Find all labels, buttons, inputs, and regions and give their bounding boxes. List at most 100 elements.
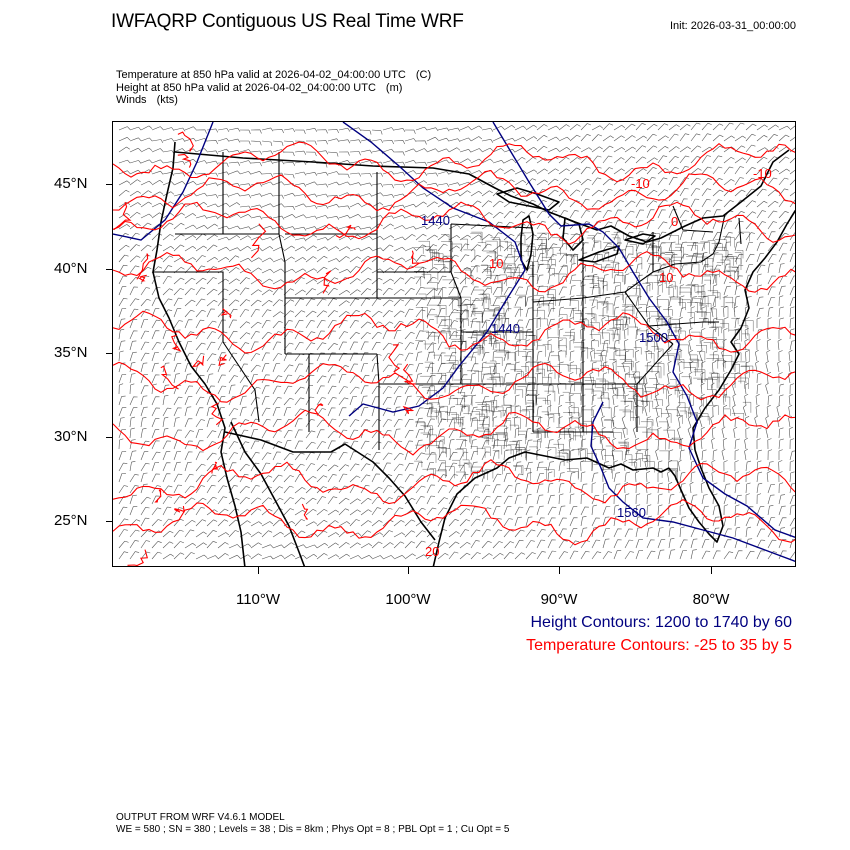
- lon-tick: [711, 567, 712, 574]
- temperature-contour-label: -10: [631, 176, 650, 191]
- lat-label: 35°N: [54, 344, 88, 361]
- model-info-footer: OUTPUT FROM WRF V4.6.1 MODEL WE = 580 ; …: [116, 812, 509, 836]
- mexico-border: [224, 431, 436, 541]
- map-canvas: 1440 1440 1500 1560 -10 -10 0 10 10 20: [113, 122, 795, 566]
- height-contour-label: 1560: [617, 505, 646, 520]
- lat-label: 45°N: [54, 175, 88, 192]
- temperature-contour: [113, 201, 795, 245]
- florida-coast: [668, 449, 724, 543]
- height-contour-label: 1440: [421, 213, 450, 228]
- lon-label: 80°W: [692, 591, 730, 608]
- lon-tick: [408, 567, 409, 574]
- temperature-contour: [220, 308, 232, 319]
- lon-tick: [559, 567, 560, 574]
- temperature-contour: [127, 549, 149, 566]
- field-unit: (C): [415, 69, 432, 81]
- lat-tick: [106, 437, 112, 438]
- temperature-contour: [113, 459, 795, 505]
- field-labels: Temperature at 850 hPa valid at 2026-04-…: [116, 69, 431, 107]
- temperature-contours: [113, 131, 795, 566]
- field-unit: (kts): [156, 94, 178, 106]
- temperature-contour: [113, 201, 132, 231]
- footer-line: OUTPUT FROM WRF V4.6.1 MODEL: [116, 812, 285, 823]
- temperature-field-label: Temperature at 850 hPa valid at 2026-04-…: [116, 69, 431, 82]
- temperature-contour: [210, 402, 224, 426]
- init-time: Init: 2026-03-31_00:00:00: [670, 20, 796, 32]
- temperature-contour: [113, 141, 795, 183]
- height-contour-1440: [113, 122, 214, 241]
- temperature-contour: [250, 223, 267, 259]
- lat-tick: [106, 184, 112, 185]
- county-lines: [414, 231, 754, 481]
- plot-title: IWFAQRP Contiguous US Real Time WRF: [111, 11, 464, 32]
- lon-label: 90°W: [540, 591, 578, 608]
- canada-border: [174, 149, 790, 243]
- temperature-contour: [113, 310, 795, 354]
- height-contour-1440: [342, 122, 526, 417]
- map-plot-area: 1440 1440 1500 1560 -10 -10 0 10 10 20: [112, 121, 796, 567]
- lake-erie: [578, 245, 620, 263]
- temperature-contour-label: 10: [659, 270, 673, 285]
- temperature-contour: [211, 461, 219, 474]
- temperature-contour: [154, 489, 162, 503]
- temperature-contour: [177, 153, 192, 168]
- lake-huron: [562, 217, 584, 251]
- temperature-contour: [136, 253, 149, 280]
- height-contour-label: 1500: [639, 330, 668, 345]
- field-text: Temperature at 850 hPa valid at 2026-04-…: [116, 69, 406, 81]
- wind-barbs: [118, 122, 795, 560]
- coastline-and-borders: [152, 141, 795, 566]
- temperature-contour: [113, 170, 795, 212]
- temperature-contour: [113, 498, 795, 546]
- temperature-contour-label: 0: [671, 214, 678, 229]
- pacific-coastline: [152, 141, 246, 566]
- temperature-contour: [322, 270, 332, 294]
- lon-label: 110°W: [235, 591, 281, 608]
- temperature-contour-label: 20: [425, 544, 439, 559]
- temperature-contour: [410, 250, 419, 264]
- wind-barb-field: [118, 122, 795, 560]
- lat-tick: [106, 269, 112, 270]
- field-text: Height at 850 hPa valid at 2026-04-02_04…: [116, 81, 376, 94]
- temperature-contour: [314, 403, 324, 416]
- gulf-of-california-coast: [230, 421, 306, 566]
- county-boundaries: [414, 231, 754, 481]
- height-contour-1500: [492, 122, 795, 539]
- temperature-contour: [113, 409, 795, 456]
- temperature-contour: [177, 131, 194, 152]
- state-boundaries: [153, 152, 742, 450]
- lon-label: 100°W: [385, 591, 431, 608]
- footer-line: WE = 580 ; SN = 380 ; Levels = 38 ; Dis …: [116, 824, 510, 835]
- temperature-contour-label: 10: [489, 256, 503, 271]
- lat-tick: [106, 353, 112, 354]
- height-field-label: Height at 850 hPa valid at 2026-04-02_04…: [116, 82, 431, 95]
- temperature-contour: [160, 365, 179, 390]
- temperature-contour: [113, 361, 795, 403]
- temperature-contour: [388, 344, 401, 373]
- temperature-contour: [402, 363, 416, 385]
- lake-superior: [496, 187, 560, 211]
- lat-label: 30°N: [54, 428, 88, 445]
- lat-tick: [106, 521, 112, 522]
- temperature-contour: [335, 224, 356, 239]
- atlantic-coastline: [692, 209, 795, 451]
- temperature-contour: [402, 405, 415, 415]
- temperature-contour: [171, 334, 182, 352]
- temperature-contour: [138, 274, 147, 282]
- temperature-contour-legend: Temperature Contours: -25 to 35 by 5: [526, 637, 792, 654]
- lake-ontario: [624, 233, 656, 245]
- wind-field-label: Winds (kts): [116, 94, 431, 107]
- height-contour-label: 1440: [491, 321, 520, 336]
- temperature-contour: [191, 355, 205, 368]
- temperature-contour-label: -10: [753, 166, 772, 181]
- field-text: Winds: [116, 94, 147, 106]
- state-line: [153, 152, 742, 450]
- height-contour-1560: [590, 401, 795, 562]
- temperature-contour: [174, 506, 185, 513]
- contour-labels: 1440 1440 1500 1560 -10 -10 0 10 10 20: [421, 166, 772, 559]
- temperature-contour: [301, 503, 309, 520]
- lat-label: 25°N: [54, 512, 88, 529]
- gulf-coast: [432, 451, 670, 566]
- lat-label: 40°N: [54, 260, 88, 277]
- field-unit: (m): [385, 81, 403, 94]
